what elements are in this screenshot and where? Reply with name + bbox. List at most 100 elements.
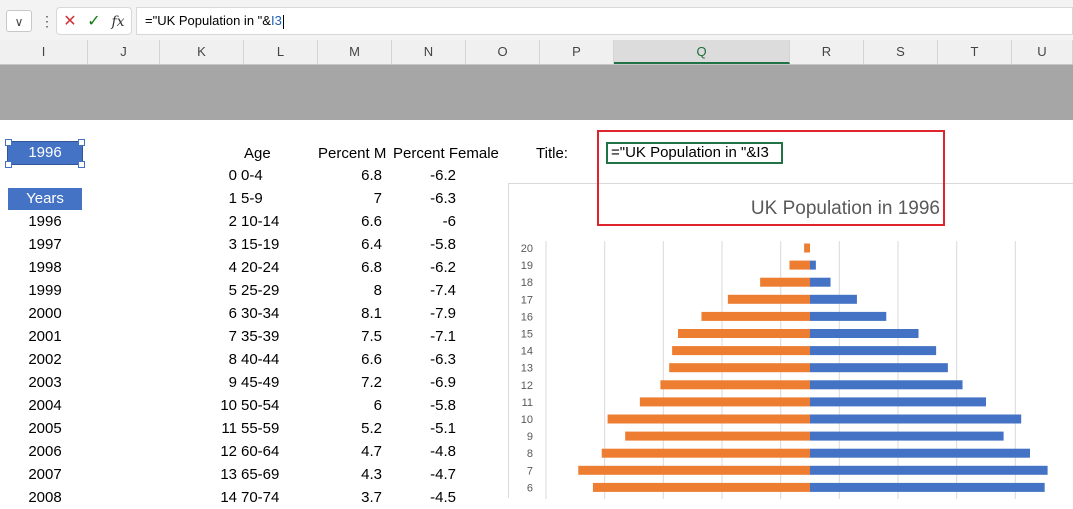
percent-female-cell[interactable]: -4.7 <box>430 466 456 483</box>
column-header-u[interactable]: U <box>1012 40 1073 64</box>
year-cell[interactable]: 2006 <box>28 443 62 460</box>
percent-female-cell[interactable]: -7.1 <box>430 328 456 345</box>
cancel-icon[interactable]: ✕ <box>63 13 77 30</box>
row-index-cell[interactable]: 5 <box>228 282 237 299</box>
percent-female-cell[interactable]: -6.3 <box>430 190 456 207</box>
year-cell[interactable]: 1997 <box>28 236 62 253</box>
column-header-j[interactable]: J <box>88 40 160 64</box>
year-input-cell[interactable]: 1996 <box>7 141 83 165</box>
percent-male-cell[interactable]: 6.8 <box>361 167 382 184</box>
age-group-cell[interactable]: 20-24 <box>241 259 280 276</box>
year-cell[interactable]: 1998 <box>28 259 62 276</box>
row-index-cell[interactable]: 9 <box>228 374 237 391</box>
year-cell[interactable]: 2002 <box>28 351 62 368</box>
enter-icon[interactable]: ✓ <box>87 13 101 30</box>
percent-male-cell[interactable]: 4.3 <box>361 466 382 483</box>
row-index-cell[interactable]: 12 <box>220 443 237 460</box>
column-header-l[interactable]: L <box>244 40 318 64</box>
column-header-t[interactable]: T <box>938 40 1012 64</box>
row-index-cell[interactable]: 2 <box>228 213 237 230</box>
formula-input[interactable]: ="UK Population in "&I3 <box>136 7 1073 35</box>
row-index-cell[interactable]: 1 <box>228 190 237 207</box>
percent-female-cell[interactable]: -6.2 <box>430 167 456 184</box>
percent-female-cell[interactable]: -6.3 <box>430 351 456 368</box>
selection-handle[interactable] <box>78 161 85 168</box>
percent-male-cell[interactable]: 6.6 <box>361 351 382 368</box>
percent-female-cell[interactable]: -4.8 <box>430 443 456 460</box>
percent-female-cell[interactable]: -5.8 <box>430 397 456 414</box>
row-index-cell[interactable]: 0 <box>228 167 237 184</box>
percent-male-cell[interactable]: 7.2 <box>361 374 382 391</box>
percent-female-cell[interactable]: -5.1 <box>430 420 456 437</box>
age-group-cell[interactable]: 25-29 <box>241 282 280 299</box>
column-header-k[interactable]: K <box>160 40 244 64</box>
year-cell[interactable]: 2001 <box>28 328 62 345</box>
age-group-cell[interactable]: 40-44 <box>241 351 280 368</box>
chart-plot: 20 19 18 17 16 15 14 13 12 11 10 9 8 7 6 <box>521 241 1048 499</box>
percent-male-cell[interactable]: 7 <box>373 190 382 207</box>
percent-male-cell[interactable]: 6.4 <box>361 236 382 253</box>
more-options-icon[interactable]: ⋮ <box>40 13 54 29</box>
year-cell[interactable]: 2007 <box>28 466 62 483</box>
column-header-m[interactable]: M <box>318 40 392 64</box>
chart-bar <box>810 294 857 304</box>
age-group-cell[interactable]: 15-19 <box>241 236 280 253</box>
year-cell[interactable]: 1999 <box>28 282 62 299</box>
row-index-cell[interactable]: 10 <box>220 397 237 414</box>
title-formula-cell[interactable]: ="UK Population in "&I3 <box>606 142 783 164</box>
row-index-cell[interactable]: 6 <box>228 305 237 322</box>
age-group-cell[interactable]: 30-34 <box>241 305 280 322</box>
row-index-cell[interactable]: 4 <box>228 259 237 276</box>
age-group-cell[interactable]: 45-49 <box>241 374 280 391</box>
age-group-cell[interactable]: 0-4 <box>241 167 263 184</box>
percent-female-cell[interactable]: -7.4 <box>430 282 456 299</box>
age-group-cell[interactable]: 10-14 <box>241 213 280 230</box>
percent-male-cell[interactable]: 6.6 <box>361 213 382 230</box>
selection-handle[interactable] <box>5 161 12 168</box>
population-pyramid-chart[interactable]: 20 19 18 17 16 15 14 13 12 11 10 9 8 7 6 <box>508 183 1073 499</box>
column-header-i[interactable]: I <box>0 40 88 64</box>
chart-bar <box>625 431 810 441</box>
percent-male-cell[interactable]: 6 <box>373 397 382 414</box>
chart-title[interactable]: UK Population in 1996 <box>750 198 940 219</box>
year-cell[interactable]: 1996 <box>28 213 62 230</box>
column-header-n[interactable]: N <box>392 40 466 64</box>
percent-male-cell[interactable]: 7.5 <box>361 328 382 345</box>
age-group-cell[interactable]: 55-59 <box>241 420 280 437</box>
age-group-cell[interactable]: 35-39 <box>241 328 280 345</box>
selection-handle[interactable] <box>78 139 85 146</box>
percent-female-cell[interactable]: -6 <box>442 213 456 230</box>
age-group-cell[interactable]: 5-9 <box>241 190 263 207</box>
percent-female-cell[interactable]: -7.9 <box>430 305 456 322</box>
age-group-cell[interactable]: 60-64 <box>241 443 280 460</box>
row-index-cell[interactable]: 11 <box>221 420 237 437</box>
column-header-p[interactable]: P <box>540 40 614 64</box>
percent-male-cell[interactable]: 8.1 <box>361 305 382 322</box>
row-index-cell[interactable]: 7 <box>228 328 237 345</box>
selection-handle[interactable] <box>5 139 12 146</box>
column-header-q[interactable]: Q <box>614 40 790 64</box>
year-cell[interactable]: 2005 <box>28 420 62 437</box>
year-cell[interactable]: 2003 <box>28 374 62 391</box>
percent-female-cell[interactable]: -5.8 <box>430 236 456 253</box>
row-index-cell[interactable]: 8 <box>228 351 237 368</box>
percent-male-cell[interactable]: 5.2 <box>361 420 382 437</box>
percent-male-cell[interactable]: 6.8 <box>361 259 382 276</box>
percent-male-cell[interactable]: 4.7 <box>361 443 382 460</box>
column-header-o[interactable]: O <box>466 40 540 64</box>
chart-category-label: 10 <box>521 414 533 426</box>
age-group-cell[interactable]: 65-69 <box>241 466 280 483</box>
insert-function-icon[interactable]: fx <box>111 14 125 30</box>
percent-female-cell[interactable]: -6.9 <box>430 374 456 391</box>
year-cell[interactable]: 2004 <box>28 397 62 414</box>
row-index-cell[interactable]: 3 <box>228 236 237 253</box>
row-index-cell[interactable]: 13 <box>220 466 237 483</box>
percent-male-cell[interactable]: 8 <box>373 282 382 299</box>
column-header-s[interactable]: S <box>864 40 938 64</box>
column-header-r[interactable]: R <box>790 40 864 64</box>
year-cell[interactable]: 2000 <box>28 305 62 322</box>
age-group-cell[interactable]: 50-54 <box>241 397 280 414</box>
percent-female-cell[interactable]: -6.2 <box>430 259 456 276</box>
chart-bar <box>578 465 810 475</box>
name-box-dropdown[interactable]: ∨ <box>6 10 32 32</box>
